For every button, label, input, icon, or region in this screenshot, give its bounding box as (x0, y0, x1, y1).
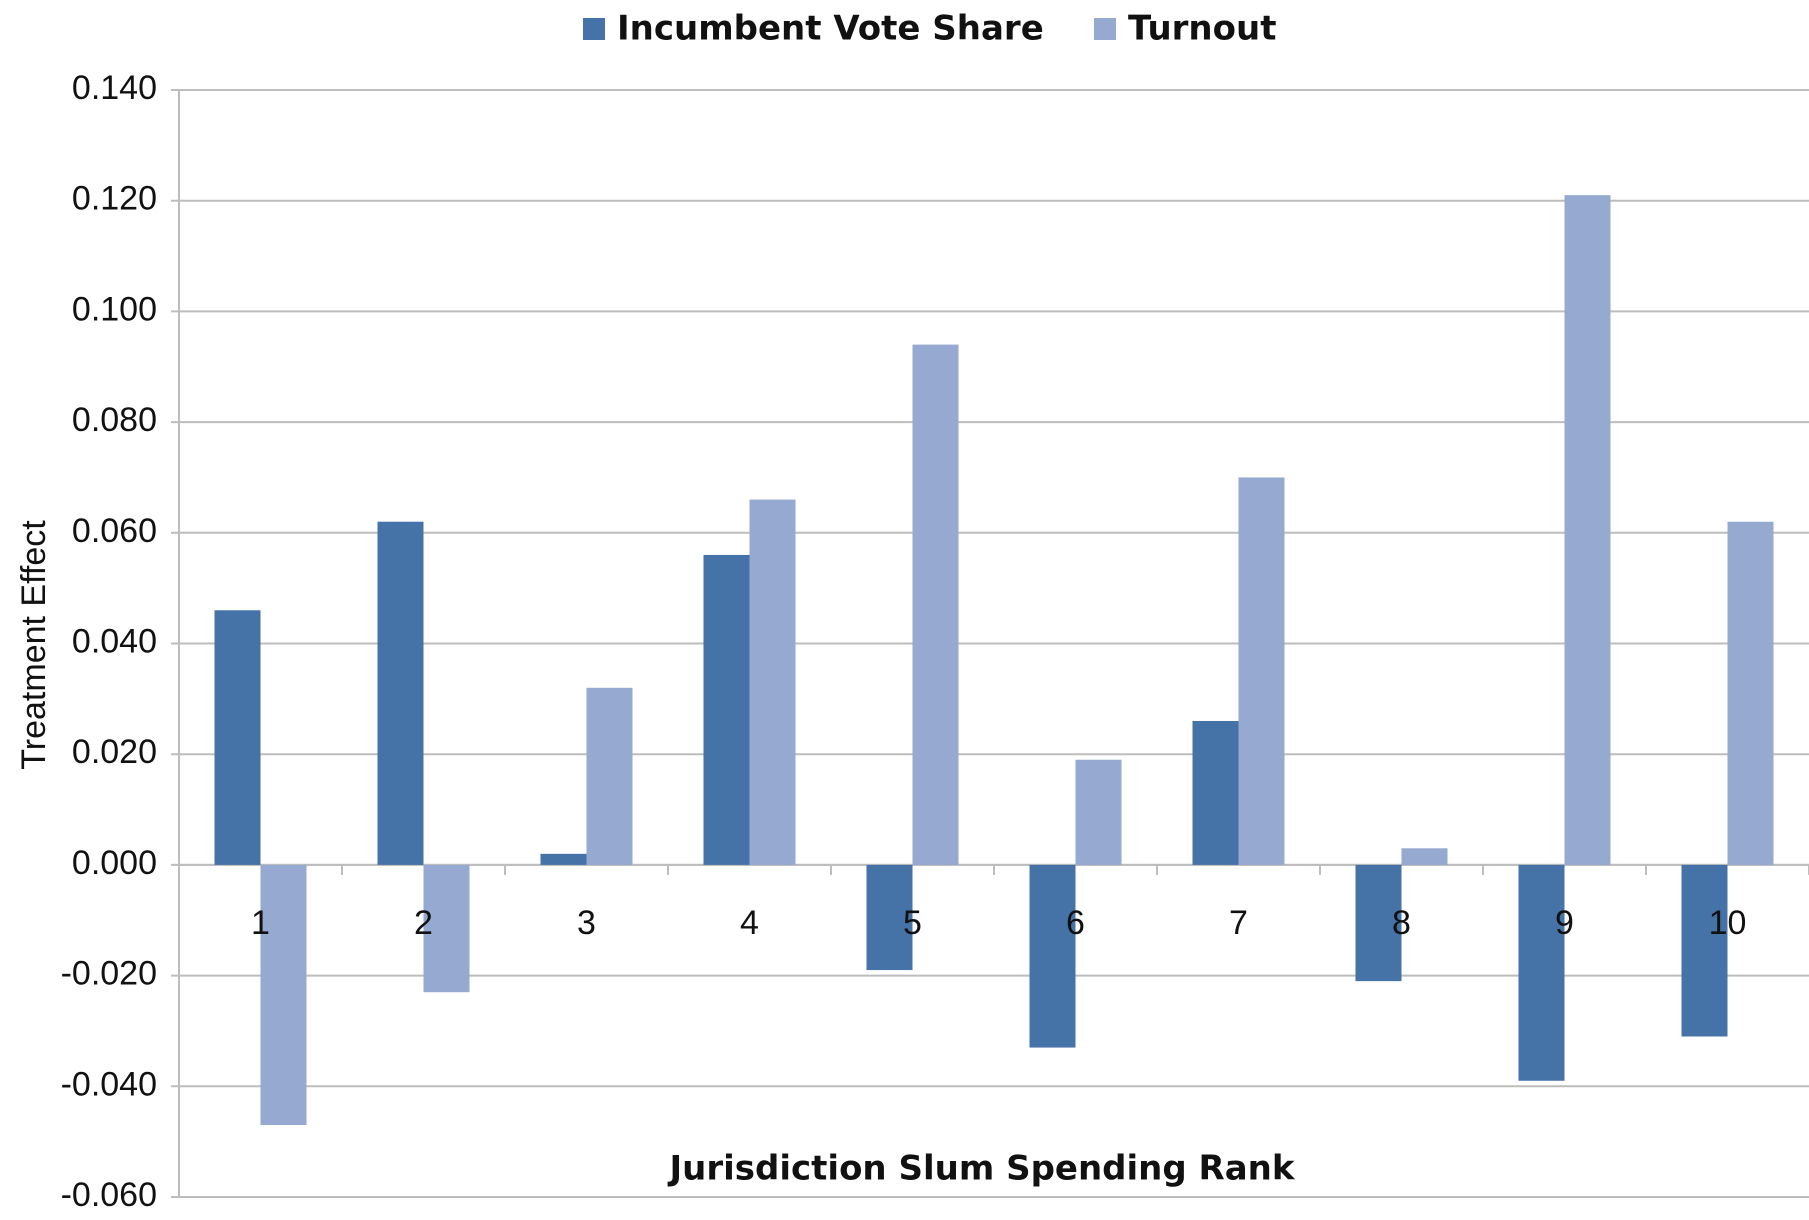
x-tick-label: 9 (1555, 904, 1574, 942)
bar (1681, 864, 1728, 1037)
bar (1727, 521, 1774, 865)
x-tick-label: 10 (1709, 904, 1747, 942)
bar (540, 853, 587, 865)
x-tick-label: 5 (903, 904, 922, 942)
x-tick-label: 6 (1066, 904, 1085, 942)
y-tick-label: 0.020 (72, 733, 157, 771)
bar (1355, 864, 1402, 982)
y-tick-label: 0.080 (72, 401, 157, 439)
y-tick-label: -0.060 (61, 1176, 157, 1214)
x-tick-label: 3 (577, 904, 596, 942)
bar (749, 499, 796, 865)
bar (1238, 477, 1285, 865)
bar (1401, 848, 1448, 865)
bar (1192, 720, 1239, 865)
y-axis-title: Treatment Effect (15, 520, 53, 770)
y-tick-label: 0.000 (72, 844, 157, 882)
x-tick-label: 7 (1229, 904, 1248, 942)
bar (1029, 864, 1076, 1048)
y-tick-label: 0.120 (72, 180, 157, 218)
bar (423, 864, 470, 993)
y-tick-label: 0.040 (72, 622, 157, 660)
bar (1564, 195, 1611, 865)
x-tick-label: 2 (414, 904, 433, 942)
bar (1518, 864, 1565, 1081)
y-tick-label: 0.060 (72, 512, 157, 550)
y-tick-label: 0.100 (72, 290, 157, 328)
bar (377, 521, 424, 865)
bar (586, 687, 633, 865)
x-tick-label: 1 (251, 904, 270, 942)
legend-label: Incumbent Vote Share (617, 9, 1044, 49)
x-axis-title: Jurisdiction Slum Spending Rank (668, 1149, 1296, 1189)
x-tick-label: 8 (1392, 904, 1411, 942)
legend-swatch (583, 18, 605, 40)
bar (260, 864, 307, 1126)
y-tick-label: -0.020 (61, 955, 157, 993)
bar (1075, 759, 1122, 865)
bar (912, 344, 959, 865)
y-tick-label: 0.140 (72, 69, 157, 107)
legend-label: Turnout (1128, 9, 1276, 49)
legend-swatch (1094, 18, 1116, 40)
y-tick-label: -0.040 (61, 1065, 157, 1103)
bar (214, 610, 261, 865)
bar (866, 864, 913, 971)
x-tick-label: 4 (740, 904, 759, 942)
bar (703, 554, 750, 865)
